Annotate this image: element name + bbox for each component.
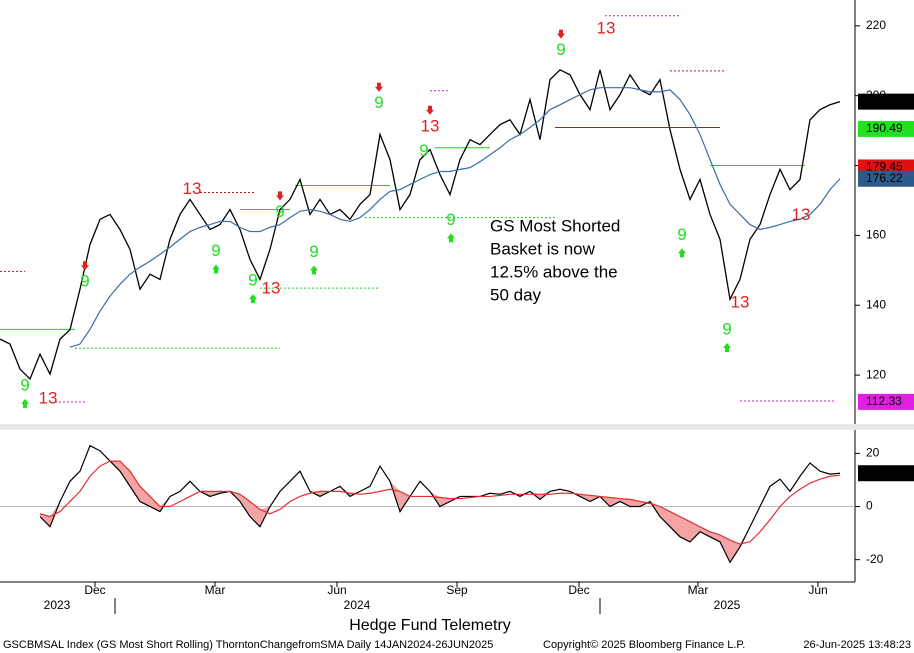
- gap-fill: [730, 540, 740, 563]
- count-label: 13: [597, 18, 616, 37]
- count-label: 9: [446, 210, 455, 229]
- gap-fill: [400, 491, 410, 512]
- note-text: Basket is now: [490, 239, 596, 258]
- count-label: 9: [556, 40, 565, 59]
- arrow-up: [212, 264, 220, 274]
- value-box-label: 112.33: [866, 394, 902, 408]
- count-label: 9: [722, 320, 731, 339]
- year-label: 2024: [344, 598, 371, 612]
- note-text: 12.5% above the: [490, 262, 618, 281]
- value-box-label: 176.22: [866, 171, 903, 185]
- count-label: 9: [20, 375, 29, 394]
- x-tick-label: Dec: [568, 583, 589, 597]
- count-label: 13: [792, 205, 811, 224]
- count-label: 9: [275, 202, 284, 221]
- gap-fill: [440, 497, 450, 507]
- note-text: 50 day: [490, 285, 542, 304]
- x-tick-label: Jun: [808, 583, 827, 597]
- arrow-up: [249, 294, 257, 304]
- count-label: 9: [80, 272, 89, 291]
- gap-fill: [690, 521, 700, 542]
- series-line: [69, 87, 841, 348]
- x-tick-label: Sep: [446, 583, 468, 597]
- count-label: 9: [677, 225, 686, 244]
- count-label: 13: [421, 116, 440, 135]
- y-tick-label: 120: [866, 367, 886, 381]
- count-label: 13: [39, 389, 58, 408]
- y-tick-label: 0: [866, 499, 873, 513]
- x-tick-label: Mar: [205, 583, 226, 597]
- gap-fill: [700, 526, 710, 537]
- gap-fill: [120, 461, 130, 487]
- gap-fill: [720, 534, 730, 563]
- value-box: [858, 170, 914, 187]
- arrow-down: [375, 82, 383, 92]
- count-label: 9: [248, 271, 257, 290]
- footer-source: GSCBMSAL Index (GS Most Short Rolling) T…: [3, 639, 493, 651]
- y-tick-label: -20: [866, 552, 884, 566]
- y-tick-label: 220: [866, 18, 886, 32]
- value-box-label: 190.49: [866, 121, 903, 135]
- x-tick-label: Dec: [84, 583, 105, 597]
- arrow-down: [81, 261, 89, 271]
- series-line: [39, 444, 841, 564]
- x-tick-label: Jun: [327, 583, 346, 597]
- gap-fill: [670, 511, 680, 537]
- count-label: 13: [262, 279, 281, 298]
- value-box-label: 198.30: [866, 94, 903, 108]
- gap-fill: [130, 471, 140, 502]
- value-box: [858, 93, 914, 110]
- series-line: [39, 460, 841, 545]
- value-box-label: 179.45: [866, 160, 903, 174]
- x-tick-label: Mar: [688, 583, 709, 597]
- arrow-up: [310, 265, 318, 275]
- y-tick-label: 20: [866, 446, 880, 460]
- gap-fill: [660, 506, 670, 527]
- value-box: [858, 120, 914, 137]
- panel-divider: [0, 424, 914, 430]
- note-text: GS Most Shorted: [490, 216, 620, 235]
- arrow-down: [557, 29, 565, 39]
- arrow-up: [678, 248, 686, 258]
- arrow-down: [276, 191, 284, 201]
- gap-fill: [620, 498, 630, 507]
- footer-copyright: Copyright© 2025 Bloomberg Finance L.P.: [543, 639, 745, 651]
- count-label: 9: [309, 242, 318, 261]
- value-box: [858, 465, 914, 482]
- count-label: 9: [211, 241, 220, 260]
- y-tick-label: 140: [866, 297, 886, 311]
- footer-title: Hedge Fund Telemetry: [349, 617, 511, 634]
- count-label: 13: [731, 293, 750, 312]
- footer-timestamp: 26-Jun-2025 13:48:23: [803, 639, 911, 651]
- series-line: [0, 69, 841, 381]
- count-label: 9: [419, 141, 428, 160]
- value-box: [858, 393, 914, 410]
- value-box-label: 12.5307: [866, 465, 910, 479]
- gap-fill: [680, 516, 690, 542]
- gap-fill: [140, 486, 150, 507]
- arrow-up: [723, 343, 731, 353]
- arrow-up: [21, 398, 29, 408]
- gap-fill: [610, 497, 620, 507]
- year-label: 2023: [44, 598, 71, 612]
- year-label: 2025: [714, 598, 741, 612]
- count-label: 9: [374, 93, 383, 112]
- y-tick-label: 160: [866, 228, 886, 242]
- arrow-up: [447, 233, 455, 243]
- count-label: 13: [183, 179, 202, 198]
- arrow-down: [426, 105, 434, 115]
